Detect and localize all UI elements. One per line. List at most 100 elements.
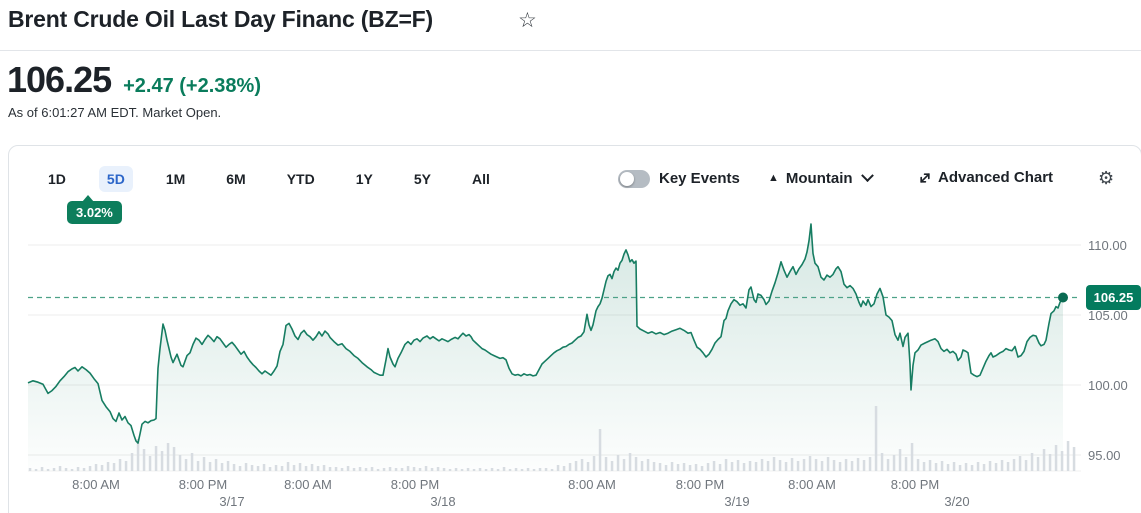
volume-bar [616, 455, 620, 471]
volume-bar [862, 460, 866, 471]
volume-bar [256, 466, 260, 471]
volume-bar [634, 457, 638, 471]
key-events-toggle[interactable] [618, 170, 650, 188]
volume-bar [58, 466, 62, 471]
chart-type-selector[interactable]: ▲ Mountain [768, 169, 874, 187]
volume-bar [658, 463, 662, 471]
volume-bar [328, 467, 332, 471]
y-axis-label: 100.00 [1088, 378, 1128, 393]
volume-bar [550, 469, 554, 471]
advanced-chart-button[interactable]: Advanced Chart [918, 169, 1053, 186]
volume-bar [202, 457, 206, 471]
y-axis-label: 110.00 [1088, 238, 1127, 253]
volume-bar [112, 463, 116, 471]
volume-bar [928, 460, 932, 471]
volume-bar [568, 463, 572, 471]
volume-bar [940, 461, 944, 471]
volume-bar [448, 469, 452, 471]
volume-bar [868, 457, 872, 471]
volume-bar [118, 459, 122, 471]
volume-bar [430, 468, 434, 471]
settings-gear-icon[interactable]: ⚙ [1098, 168, 1115, 188]
volume-bar [982, 464, 986, 471]
volume-bar [472, 469, 476, 471]
volume-bar [1018, 456, 1022, 471]
last-price: 106.25 [7, 59, 112, 100]
volume-bar [796, 461, 800, 471]
volume-bar [1042, 449, 1046, 471]
volume-bar [298, 463, 302, 471]
range-tab-6m[interactable]: 6M [226, 171, 246, 187]
volume-bar [922, 462, 926, 471]
range-tab-1d[interactable]: 1D [48, 171, 66, 187]
volume-bar [892, 455, 896, 471]
volume-bar [778, 460, 782, 471]
volume-bar [286, 462, 290, 471]
volume-bar [106, 462, 110, 471]
volume-bar [514, 468, 518, 471]
volume-bar [148, 456, 152, 471]
current-price-badge: 106.25 [1086, 285, 1141, 310]
volume-bar [466, 468, 470, 471]
range-tab-ytd[interactable]: YTD [286, 171, 315, 187]
volume-bar [988, 461, 992, 471]
volume-bar [130, 453, 134, 471]
volume-bar [100, 465, 104, 471]
volume-bar [1066, 441, 1070, 471]
x-axis-time-label: 8:00 AM [788, 477, 836, 492]
volume-bar [538, 468, 542, 471]
range-tab-all[interactable]: All [471, 171, 490, 187]
volume-bar [898, 449, 902, 471]
volume-bar [454, 468, 458, 471]
volume-bar [190, 453, 194, 471]
volume-bar [322, 465, 326, 471]
volume-bar [886, 459, 890, 471]
x-axis-date-label: 3/17 [219, 494, 245, 509]
volume-bar [436, 467, 440, 471]
volume-bar [958, 465, 962, 471]
chart-type-label: Mountain [785, 170, 853, 187]
volume-bar [70, 469, 74, 471]
volume-bar [520, 469, 524, 471]
volume-bar [970, 465, 974, 471]
volume-bar [154, 446, 158, 471]
volume-bar [508, 469, 512, 471]
volume-bar [184, 459, 188, 471]
volume-bar [484, 469, 488, 471]
volume-bar [346, 466, 350, 471]
volume-bar [952, 462, 956, 471]
volume-bar [874, 406, 878, 471]
y-axis-label: 105.00 [1088, 308, 1128, 323]
volume-bar [478, 468, 482, 471]
range-tab-5y[interactable]: 5Y [413, 171, 431, 187]
volume-bar [250, 465, 254, 471]
volume-bar [946, 464, 950, 471]
range-tab-5d[interactable]: 5D [98, 166, 133, 192]
volume-bar [1054, 445, 1058, 471]
volume-bar [88, 466, 92, 471]
volume-bar [604, 457, 608, 471]
mountain-icon: ▲ [768, 172, 779, 184]
volume-bar [688, 465, 692, 471]
volume-bar [238, 466, 242, 471]
volume-bar [1036, 457, 1040, 471]
range-tab-1m[interactable]: 1M [165, 171, 186, 187]
volume-bar [46, 469, 50, 471]
volume-bar [682, 463, 686, 471]
favorite-star-icon[interactable]: ☆ [518, 9, 537, 32]
area-fill [28, 224, 1063, 471]
volume-bar [142, 449, 146, 471]
volume-bar [268, 467, 272, 471]
volume-bar [664, 465, 668, 471]
volume-bar [808, 456, 812, 471]
quote-row: 106.25 +2.47 (+2.38%) [7, 59, 261, 101]
volume-bar [412, 467, 416, 471]
page-title: Brent Crude Oil Last Day Financ (BZ=F) [8, 6, 433, 32]
advanced-chart-label: Advanced Chart [938, 169, 1054, 186]
volume-bar [544, 468, 548, 471]
range-tab-1y[interactable]: 1Y [355, 171, 373, 187]
volume-bar [628, 453, 632, 471]
volume-bar [964, 463, 968, 471]
x-axis-time-label: 8:00 PM [675, 477, 725, 492]
